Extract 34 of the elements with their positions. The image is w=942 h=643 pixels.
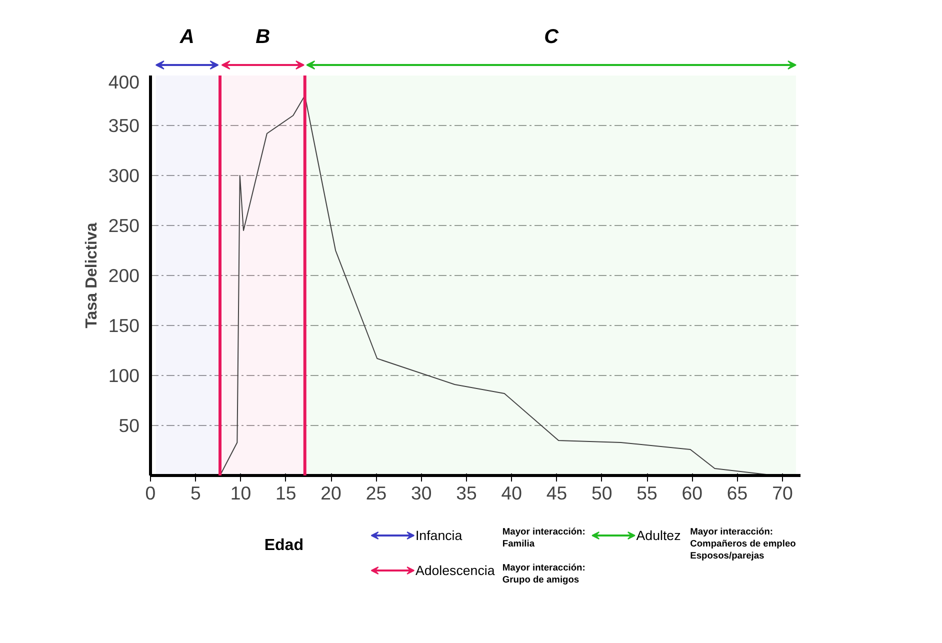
y-axis-title: Tasa Delictiva [83, 222, 100, 328]
x-tick-label: 65 [726, 482, 748, 504]
band-label: B [256, 26, 270, 48]
x-axis-title: Edad [264, 537, 304, 554]
text: Mayor interacción: Compañeros de empleo Esposos/parejas [690, 526, 796, 560]
x-tick-label: 15 [276, 482, 296, 504]
x-tick-label: 0 [145, 482, 156, 504]
band-label: A [178, 26, 194, 48]
x-tick-label: 30 [410, 482, 432, 504]
x-tick-label: 5 [190, 482, 201, 504]
y-tick-label: 50 [118, 415, 140, 436]
x-tick-label: 40 [501, 482, 522, 504]
y-tick-label: 250 [108, 215, 140, 236]
x-tick-label: 25 [366, 482, 387, 504]
x-tick-label: 20 [320, 482, 342, 504]
text: Adultez [636, 528, 681, 543]
x-tick-label: 60 [682, 482, 703, 504]
y-tick-label: 100 [108, 365, 140, 386]
y-tick-label: 150 [108, 315, 140, 336]
band-label: C [544, 26, 560, 48]
text: Adolescencia [415, 563, 496, 578]
x-tick-label: 35 [456, 482, 477, 504]
x-tick-label: 45 [546, 482, 568, 504]
y-tick-label: 300 [108, 165, 140, 186]
x-tick-label: 50 [592, 482, 612, 504]
text: Mayor interacción: Grupo de amigos [502, 562, 586, 584]
y-tick-label: 400 [108, 72, 140, 92]
y-tick-label: 200 [108, 265, 140, 286]
x-tick-label: 70 [772, 482, 793, 504]
text: Infancia [415, 528, 463, 543]
x-tick-label: 55 [636, 482, 658, 504]
x-tick-label: 10 [230, 482, 252, 504]
text: Mayor interacción: Familia [502, 526, 586, 548]
y-tick-label: 350 [108, 115, 140, 136]
